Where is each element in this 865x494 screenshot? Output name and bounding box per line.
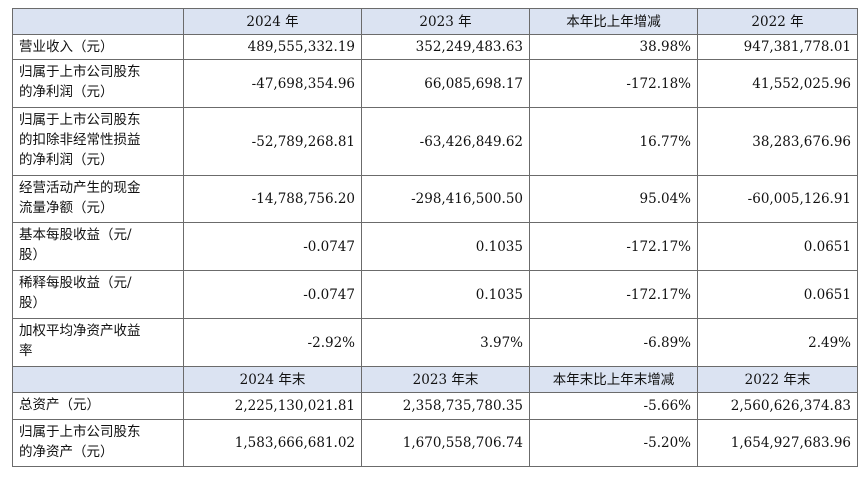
header-2023-end: 2023 年末: [361, 366, 530, 393]
cell-value: -0.0747: [183, 270, 362, 319]
label-line: 经营活动产生的现金: [19, 180, 141, 196]
cell-value: 489,555,332.19: [183, 34, 362, 60]
header-yoy-change: 本年比上年增减: [529, 8, 698, 35]
label-line: 的净利润（元）: [19, 152, 114, 168]
cell-value: 0.0651: [697, 222, 858, 271]
label-line: 营业收入（元）: [19, 39, 114, 55]
row-label: 归属于上市公司股东 的净资产（元）: [12, 419, 184, 467]
label-line: 基本每股收益（元/: [19, 227, 132, 243]
cell-value: -47,698,354.96: [183, 59, 362, 108]
header-2024: 2024 年: [183, 8, 362, 35]
cell-value: -5.20%: [529, 419, 698, 467]
cell-value: -60,005,126.91: [697, 175, 858, 223]
cell-value: 2,358,735,780.35: [361, 392, 530, 420]
cell-value: -14,788,756.20: [183, 175, 362, 223]
table-row: 归属于上市公司股东 的扣除非经常性损益 的净利润（元） -52,789,268.…: [12, 107, 858, 176]
table-row: 经营活动产生的现金 流量净额（元） -14,788,756.20 -298,41…: [12, 175, 858, 223]
cell-value: 3.97%: [361, 318, 530, 367]
cell-value: -2.92%: [183, 318, 362, 367]
label-line: 股）: [19, 247, 46, 263]
row-label: 加权平均净资产收益 率: [12, 318, 184, 367]
table-row: 总资产（元） 2,225,130,021.81 2,358,735,780.35…: [12, 392, 858, 420]
table-row: 归属于上市公司股东 的净利润（元） -47,698,354.96 66,085,…: [12, 59, 858, 108]
cell-value: 2,225,130,021.81: [183, 392, 362, 420]
header-yearend-change: 本年末比上年末增减: [529, 366, 698, 393]
header-2024-end: 2024 年末: [183, 366, 362, 393]
cell-value: 38,283,676.96: [697, 107, 858, 176]
label-line: 总资产（元）: [19, 397, 100, 413]
row-label: 基本每股收益（元/ 股）: [12, 222, 184, 271]
label-line: 稀释每股收益（元/: [19, 275, 132, 291]
cell-value: 0.0651: [697, 270, 858, 319]
label-line: 股）: [19, 295, 46, 311]
cell-value: 1,654,927,683.96: [697, 419, 858, 467]
cell-value: 16.77%: [529, 107, 698, 176]
cell-value: -6.89%: [529, 318, 698, 367]
cell-value: 38.98%: [529, 34, 698, 60]
row-label: 总资产（元）: [12, 392, 184, 420]
row-label: 经营活动产生的现金 流量净额（元）: [12, 175, 184, 223]
cell-value: 0.1035: [361, 270, 530, 319]
row-label: 营业收入（元）: [12, 34, 184, 60]
label-line: 率: [19, 343, 33, 359]
label-line: 归属于上市公司股东: [19, 64, 141, 80]
cell-value: -52,789,268.81: [183, 107, 362, 176]
financial-summary: 2024 年 2023 年 本年比上年增减 2022 年 营业收入（元） 489…: [12, 8, 858, 467]
label-line: 的净资产（元）: [19, 444, 114, 460]
table-row: 稀释每股收益（元/ 股） -0.0747 0.1035 -172.17% 0.0…: [12, 270, 858, 319]
cell-value: 1,583,666,681.02: [183, 419, 362, 467]
financial-table: 2024 年 2023 年 本年比上年增减 2022 年 营业收入（元） 489…: [12, 8, 858, 467]
label-line: 流量净额（元）: [19, 200, 114, 216]
header-blank-cell: [12, 8, 184, 35]
cell-value: 2.49%: [697, 318, 858, 367]
cell-value: 41,552,025.96: [697, 59, 858, 108]
row-label: 归属于上市公司股东 的净利润（元）: [12, 59, 184, 108]
cell-value: 66,085,698.17: [361, 59, 530, 108]
cell-value: -172.18%: [529, 59, 698, 108]
cell-value: -0.0747: [183, 222, 362, 271]
label-line: 归属于上市公司股东: [19, 112, 141, 128]
row-label: 归属于上市公司股东 的扣除非经常性损益 的净利润（元）: [12, 107, 184, 176]
cell-value: -172.17%: [529, 222, 698, 271]
label-line: 加权平均净资产收益: [19, 323, 141, 339]
row-label: 稀释每股收益（元/ 股）: [12, 270, 184, 319]
header-2022-end: 2022 年末: [697, 366, 858, 393]
cell-value: -5.66%: [529, 392, 698, 420]
cell-value: -63,426,849.62: [361, 107, 530, 176]
cell-value: 0.1035: [361, 222, 530, 271]
cell-value: 1,670,558,706.74: [361, 419, 530, 467]
header-2023: 2023 年: [361, 8, 530, 35]
label-line: 的扣除非经常性损益: [19, 132, 141, 148]
label-line: 归属于上市公司股东: [19, 424, 141, 440]
table-row: 加权平均净资产收益 率 -2.92% 3.97% -6.89% 2.49%: [12, 318, 858, 367]
table-row: 基本每股收益（元/ 股） -0.0747 0.1035 -172.17% 0.0…: [12, 222, 858, 271]
label-line: 的净利润（元）: [19, 84, 114, 100]
header-2022: 2022 年: [697, 8, 858, 35]
header-blank-cell: [12, 366, 184, 393]
table-row: 归属于上市公司股东 的净资产（元） 1,583,666,681.02 1,670…: [12, 419, 858, 467]
header-row-annual: 2024 年 2023 年 本年比上年增减 2022 年: [12, 8, 858, 35]
table-row: 营业收入（元） 489,555,332.19 352,249,483.63 38…: [12, 34, 858, 60]
cell-value: 947,381,778.01: [697, 34, 858, 60]
cell-value: 95.04%: [529, 175, 698, 223]
cell-value: 352,249,483.63: [361, 34, 530, 60]
cell-value: -172.17%: [529, 270, 698, 319]
cell-value: 2,560,626,374.83: [697, 392, 858, 420]
header-row-yearend: 2024 年末 2023 年末 本年末比上年末增减 2022 年末: [12, 366, 858, 393]
cell-value: -298,416,500.50: [361, 175, 530, 223]
